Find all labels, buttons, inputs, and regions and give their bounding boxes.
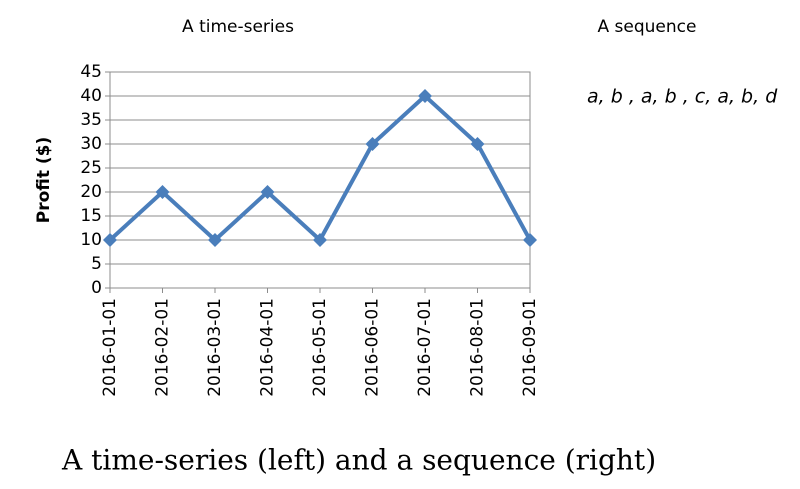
y-tick-label: 35 [80,110,102,130]
sequence-text: a, b , a, b , c, a, b, d [587,86,778,108]
marker [418,89,432,103]
y-tick-label: 25 [80,158,102,178]
marker [155,185,170,199]
y-tick-label: 5 [91,254,102,274]
x-tick-label: 2016-04-01 [258,298,278,397]
marker [103,233,117,247]
y-tick-label: 0 [91,278,102,298]
x-tick-label: 2016-08-01 [468,298,488,397]
y-axis-label: Profit ($) [34,137,54,224]
y-tick-label: 15 [80,206,102,226]
y-tick-label: 20 [80,182,102,202]
x-tick-label: 2016-07-01 [415,298,435,397]
chart-title: A time-series [182,17,294,37]
marker [523,233,537,247]
caption: A time-series (left) and a sequence (rig… [61,444,656,477]
y-tick-label: 10 [80,230,102,250]
x-tick-label: 2016-01-01 [100,298,120,397]
y-tick-label: 45 [80,62,102,82]
y-tick-label: 30 [80,134,102,154]
sequence-title: A sequence [598,17,697,37]
y-tick-label: 40 [80,86,102,106]
marker [313,233,327,247]
marker [470,137,485,151]
marker [260,185,275,199]
x-tick-label: 2016-02-01 [153,298,173,397]
x-tick-label: 2016-06-01 [363,298,383,397]
x-tick-label: 2016-05-01 [310,298,330,397]
x-tick-label: 2016-09-01 [520,298,540,397]
x-tick-label: 2016-03-01 [205,298,225,397]
marker [365,137,380,151]
marker [208,233,222,247]
